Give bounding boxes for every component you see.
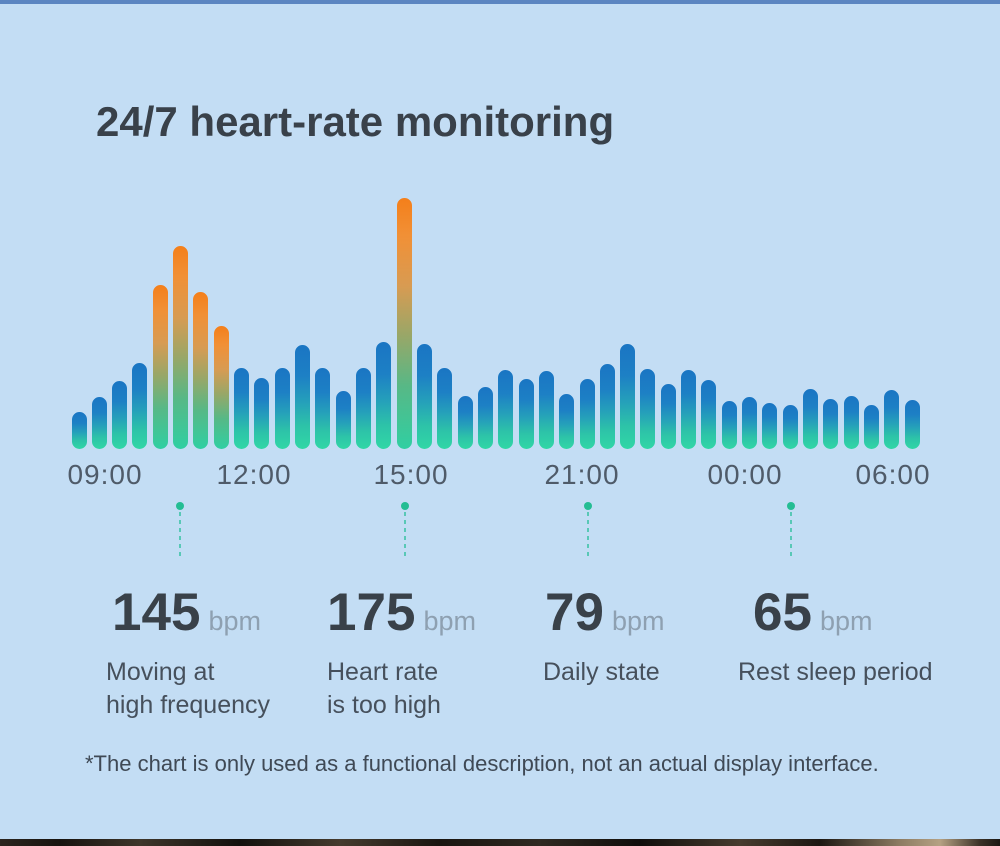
hr-bar	[579, 379, 595, 449]
stat-unit: bpm	[819, 606, 873, 636]
hr-bar	[71, 412, 87, 449]
hr-bar	[112, 381, 128, 449]
stat-number: 79	[545, 583, 604, 642]
axis-tick-label: 21:00	[544, 459, 620, 490]
hr-bar	[274, 368, 290, 449]
hr-bar	[620, 344, 636, 449]
stat-number: 145	[112, 583, 201, 642]
hr-bar	[457, 396, 473, 449]
stat-number: 175	[327, 583, 416, 642]
hr-bar	[803, 389, 819, 449]
marker-dot-icon	[787, 502, 795, 510]
marker-dashed-line	[179, 512, 181, 558]
hr-bar	[884, 390, 900, 449]
stat-label: Heart rate is too high	[327, 658, 441, 719]
axis-tick-label: 06:00	[855, 459, 931, 490]
stat-value-row: 65 bpm	[753, 586, 933, 639]
stat-moving: 145 bpm Moving at high frequency	[106, 586, 270, 721]
marker-dashed-line	[587, 512, 589, 558]
stat-label: Moving at high frequency	[106, 658, 271, 719]
time-marker	[787, 502, 795, 558]
stat-number: 65	[753, 583, 812, 642]
hr-bar	[335, 391, 351, 449]
stat-too-high: 175 bpm Heart rate is too high	[327, 586, 476, 721]
axis-tick-label: 00:00	[707, 459, 783, 490]
axis-tick-label: 15:00	[373, 459, 449, 490]
hr-bar	[437, 368, 453, 449]
time-marker	[176, 502, 184, 558]
hr-bar	[416, 344, 432, 449]
hr-bar	[295, 345, 311, 449]
marker-dot-icon	[401, 502, 409, 510]
stat-value-row: 145 bpm	[112, 586, 270, 639]
hr-bar	[355, 368, 371, 449]
hr-bar	[640, 369, 656, 449]
hr-bar	[742, 397, 758, 449]
hr-bar	[91, 397, 107, 449]
axis-tick-label: 12:00	[216, 459, 292, 490]
hr-bar	[315, 368, 331, 449]
stat-unit: bpm	[208, 606, 261, 636]
marker-dot-icon	[584, 502, 592, 510]
hr-bar	[376, 342, 392, 449]
hr-bar	[782, 405, 798, 449]
bottom-edge-strip	[0, 839, 1000, 846]
stat-unit: bpm	[423, 606, 476, 636]
heart-rate-chart: 09:00 12:00 15:00 21:00 00:00 06:00	[67, 198, 931, 558]
page-title: 24/7 heart-rate monitoring	[96, 98, 615, 145]
hr-bar	[498, 370, 514, 449]
hr-bar	[518, 379, 534, 449]
hr-bar	[762, 403, 778, 449]
top-edge-strip	[0, 0, 1000, 4]
stat-label: Daily state	[543, 658, 660, 686]
stat-daily: 79 bpm Daily state	[543, 586, 664, 689]
hr-bar	[599, 364, 615, 449]
hr-bar	[904, 400, 920, 449]
hr-bar	[721, 401, 737, 449]
hr-bar	[193, 292, 209, 449]
hr-bar	[477, 387, 493, 449]
hr-bar	[681, 370, 697, 449]
hr-bar	[538, 371, 554, 449]
hr-bar	[173, 246, 189, 449]
stat-value-row: 79 bpm	[545, 586, 664, 639]
hr-bar	[213, 326, 229, 449]
hr-bar	[254, 378, 270, 449]
marker-dashed-line	[404, 512, 406, 558]
marker-dashed-line	[790, 512, 792, 558]
marker-dot-icon	[176, 502, 184, 510]
hr-bar	[234, 368, 250, 449]
time-marker	[401, 502, 409, 558]
hr-bar	[132, 363, 148, 449]
stat-rest: 65 bpm Rest sleep period	[738, 586, 933, 689]
hr-bar	[559, 394, 575, 449]
hr-bar	[701, 380, 717, 449]
disclaimer-note: *The chart is only used as a functional …	[85, 751, 879, 776]
hr-bar	[843, 396, 859, 449]
hr-bar	[823, 399, 839, 449]
hr-bar	[152, 285, 168, 449]
hr-bar	[863, 405, 879, 449]
stat-label: Rest sleep period	[738, 658, 933, 686]
hr-bar	[396, 198, 412, 449]
axis-tick-label: 09:00	[67, 459, 143, 490]
stat-value-row: 175 bpm	[327, 586, 476, 639]
stat-unit: bpm	[611, 606, 665, 636]
hr-bar	[660, 384, 676, 449]
time-marker	[584, 502, 592, 558]
